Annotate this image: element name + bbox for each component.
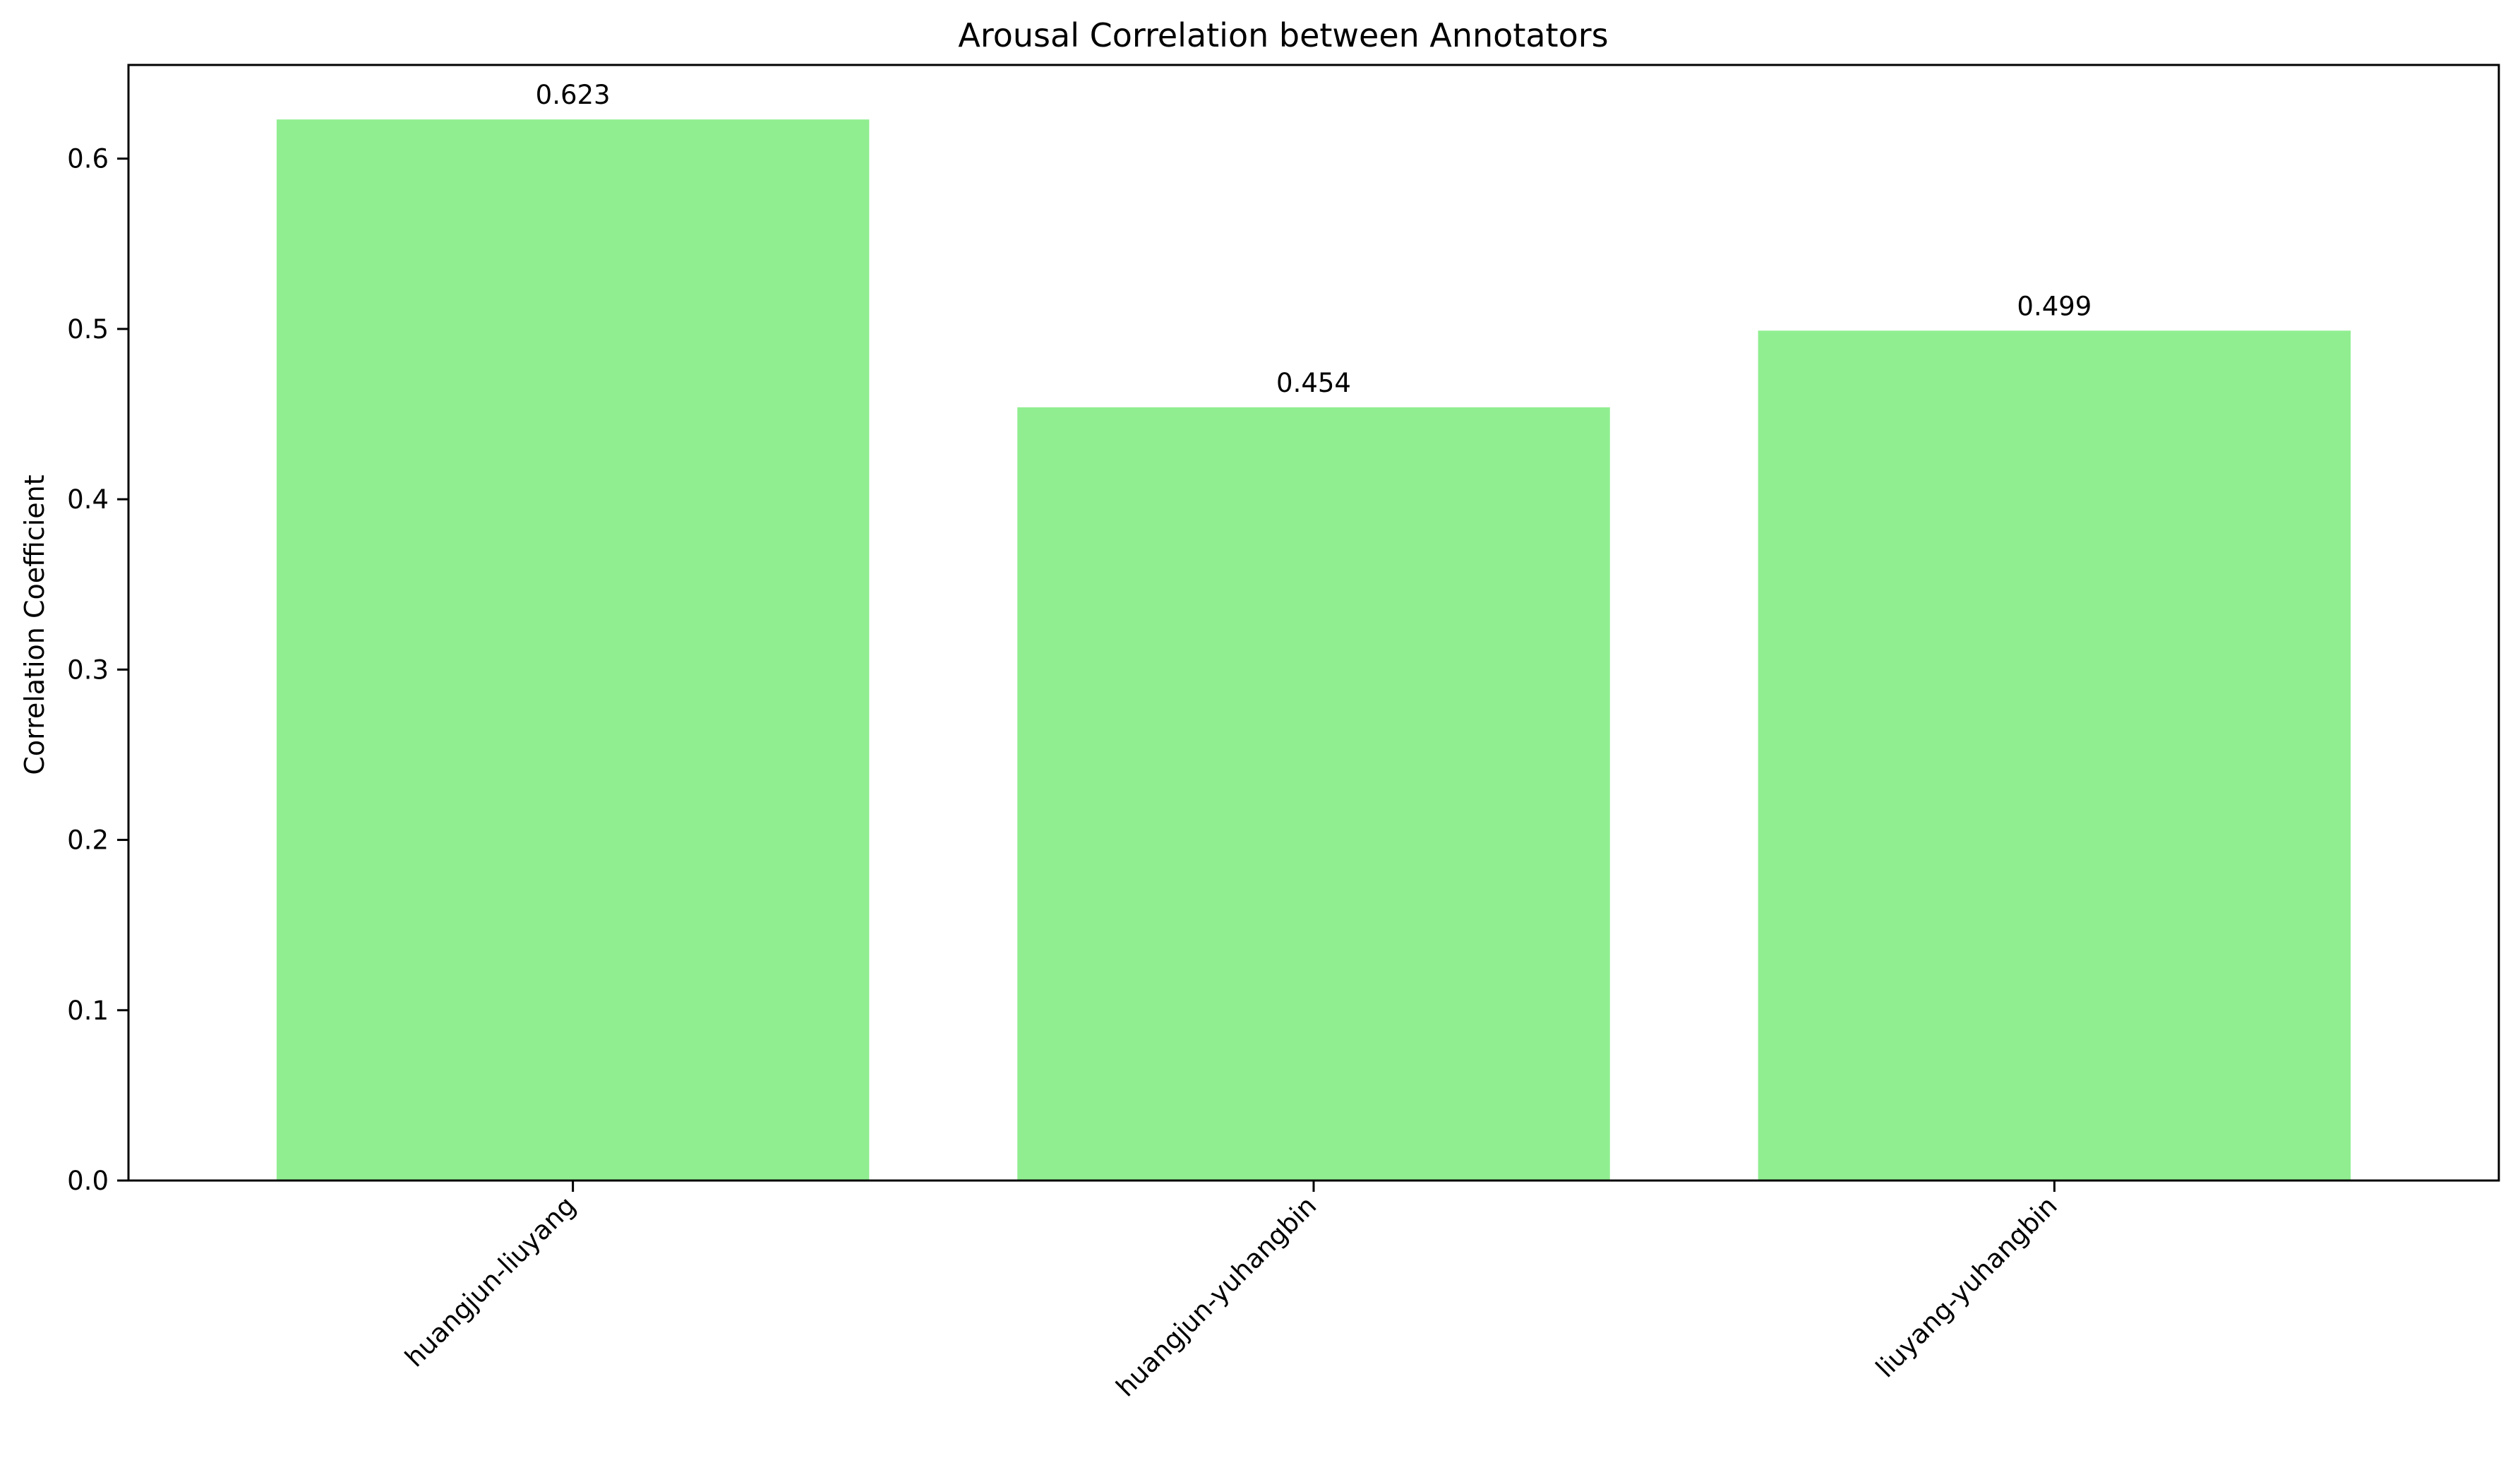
plot-area-frame xyxy=(127,64,2500,1182)
bar-huangjun-liuyang xyxy=(276,119,870,1181)
y-tick-label: 0.4 xyxy=(67,484,109,515)
y-axis-label: Correlation Coefficient xyxy=(19,474,50,775)
y-tick-label: 0.0 xyxy=(67,1166,109,1196)
data-label-huangjun-liuyang: 0.623 xyxy=(536,80,611,110)
y-tick-label: 0.2 xyxy=(67,825,109,856)
y-tick-label: 0.3 xyxy=(67,655,109,685)
data-labels-group: 0.623 0.454 0.499 xyxy=(536,80,2092,398)
y-tick-label: 0.5 xyxy=(67,314,109,345)
chart-title: Arousal Correlation between Annotators xyxy=(958,16,1608,54)
bar-huangjun-yuhangbin xyxy=(1017,407,1610,1181)
data-label-liuyang-yuhangbin: 0.499 xyxy=(2017,291,2092,321)
bar-liuyang-yuhangbin xyxy=(1758,330,2351,1181)
data-label-huangjun-yuhangbin: 0.454 xyxy=(1276,368,1351,398)
y-tick-label: 0.1 xyxy=(67,996,109,1026)
y-axis-ticks: 0.0 0.1 0.2 0.3 0.4 0.5 0.6 xyxy=(67,144,128,1196)
bars-group xyxy=(276,119,2351,1181)
y-tick-label: 0.6 xyxy=(67,144,109,174)
